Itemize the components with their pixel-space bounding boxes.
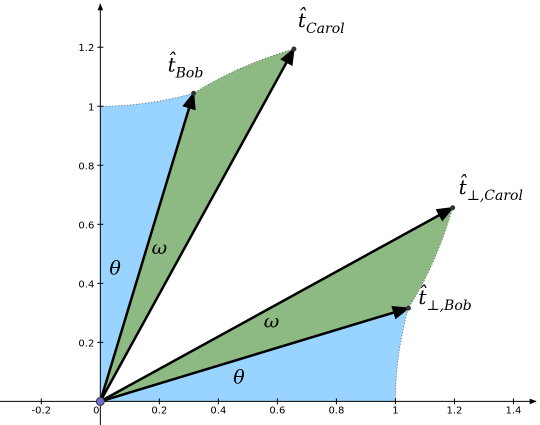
vector-label-sub: Carol xyxy=(306,21,345,37)
vector-label: t̂⊥,Carol xyxy=(459,172,523,203)
x-tick-label: 0.8 xyxy=(328,405,344,416)
x-tick-label: 1.4 xyxy=(505,405,521,416)
angle-label: ω xyxy=(152,237,168,259)
vector-tip xyxy=(291,46,297,52)
x-tick-label: 0.4 xyxy=(210,405,226,416)
x-tick-label: 1.2 xyxy=(446,405,462,416)
vector xyxy=(99,91,196,402)
angle-label: θ xyxy=(109,257,121,279)
vector-label-base: t̂ xyxy=(418,283,427,309)
vector-label-base: t̂ xyxy=(298,6,307,32)
y-tick-label: 0.8 xyxy=(78,161,94,172)
vector-tip xyxy=(191,90,197,96)
y-tick-label: 0.2 xyxy=(78,338,94,349)
x-tick-label: 0.6 xyxy=(269,405,285,416)
vector xyxy=(99,47,295,402)
y-tick-label: 1 xyxy=(88,102,94,113)
vector-label-sub: Bob xyxy=(175,65,204,81)
x-tick-label: 0 xyxy=(93,405,99,416)
vector-tip xyxy=(450,205,456,211)
vector-label-sub: ⊥,Bob xyxy=(426,298,471,314)
origin-point xyxy=(95,396,105,406)
x-tick-label: -0.2 xyxy=(32,405,52,416)
vector-label: t̂Carol xyxy=(298,6,345,37)
x-tick-label: 1 xyxy=(392,405,398,416)
arc-edge xyxy=(100,48,295,107)
vector-label: t̂Bob xyxy=(168,50,204,81)
vector-label-base: t̂ xyxy=(459,172,468,198)
vector xyxy=(99,305,411,403)
x-tick-label: 0.2 xyxy=(151,405,167,416)
vector-label: t̂⊥,Bob xyxy=(418,283,471,314)
y-tick-label: 0.6 xyxy=(78,220,94,231)
angle-label: ω xyxy=(264,311,280,333)
vector xyxy=(99,206,455,403)
y-tick-label: 0.4 xyxy=(78,279,94,290)
vector-label-base: t̂ xyxy=(168,50,177,76)
arc-edge xyxy=(395,207,454,402)
vector-tip xyxy=(405,305,411,311)
y-tick-label: 1.2 xyxy=(78,43,94,54)
angle-label: θ xyxy=(233,367,245,389)
vector-label-sub: ⊥,Carol xyxy=(467,188,523,204)
